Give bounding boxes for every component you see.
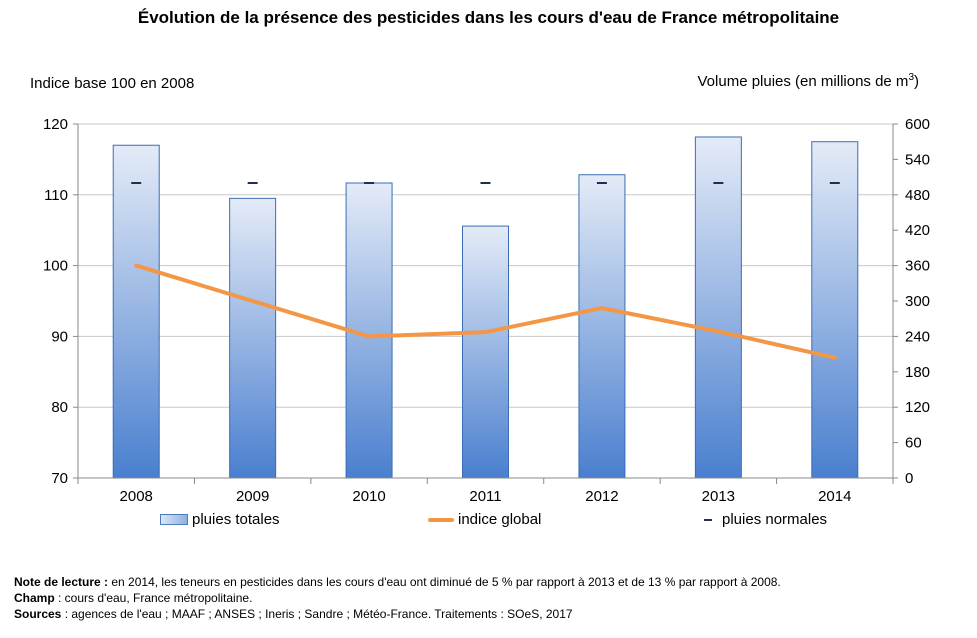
y-axis-right-label-exponent: 3 (908, 72, 914, 83)
x-tick-label: 2008 (120, 488, 153, 505)
chart-svg: 70 80 90 100 110 120 0 60 120 180 240 300 360 420 480 5… (43, 116, 930, 505)
x-tick-label: 2013 (702, 488, 735, 505)
bar-pluies-totales (229, 197, 277, 479)
y-right-tick-label: 120 (905, 399, 930, 416)
legend-item-pluies-totales: pluies totales (160, 511, 280, 528)
note-lecture-label: Note de lecture : (14, 575, 109, 589)
y-axis-left-label: Indice base 100 en 2008 (30, 75, 195, 92)
y-right-tick-label: 480 (905, 187, 930, 204)
chart-title: Évolution de la présence des pesticides … (137, 8, 840, 27)
note-champ-text: : cours d'eau, France métropolitaine. (54, 591, 253, 605)
y-right-tick-label: 600 (905, 116, 930, 133)
legend-bar-swatch (160, 514, 188, 525)
bar-pluies-totales (462, 225, 509, 479)
note-sources-text: : agences de l'eau ; MAAF ; ANSES ; Iner… (61, 607, 573, 621)
y-right-tick-label: 300 (905, 293, 930, 310)
legend-label: pluies totales (192, 511, 280, 528)
legend-label: indice global (458, 511, 542, 528)
y-right-tick-label: 360 (905, 258, 930, 275)
legend-marker-swatch (704, 518, 712, 521)
y-right-tick-label: 60 (905, 435, 922, 452)
note-champ-label: Champ (14, 591, 55, 605)
y-left-tick-label: 100 (43, 258, 68, 275)
x-tick-label: 2011 (469, 488, 501, 505)
y-right-tick-label: 240 (905, 328, 930, 345)
x-tick-label: 2014 (818, 488, 851, 505)
y-left-tick-label: 90 (51, 328, 68, 345)
y-right-tick-label: 0 (905, 470, 913, 487)
legend-item-pluies-normales: pluies normales (700, 511, 827, 528)
y-right-tick-label: 540 (905, 151, 930, 168)
note-champ: Champ : cours d'eau, France métropolitai… (14, 590, 781, 606)
y-right-tick-label: 180 (905, 364, 930, 381)
legend-line-swatch (428, 517, 454, 522)
bar-pluies-totales (694, 136, 742, 479)
y-left-tick-label: 80 (51, 399, 68, 416)
y-left-tick-label: 120 (43, 116, 68, 133)
y-axis-right-label-text: Volume pluies (en millions de m (697, 73, 909, 90)
bar-pluies-totales (578, 174, 626, 479)
y-right-tick-label: 420 (905, 222, 930, 239)
note-lecture-text: en 2014, les teneurs en pesticides dans … (108, 575, 781, 589)
y-left-tick-label: 70 (51, 470, 68, 487)
x-tick-label: 2012 (585, 488, 618, 505)
chart-notes: Note de lecture : en 2014, les teneurs e… (14, 574, 781, 622)
legend-label: pluies normales (722, 511, 828, 528)
y-axis-right-label: Volume pluies (en millions de m3) (698, 72, 920, 90)
note-sources: Sources : agences de l'eau ; MAAF ; ANSE… (14, 606, 781, 622)
x-tick-label: 2010 (352, 488, 385, 505)
note-lecture: Note de lecture : en 2014, les teneurs e… (14, 574, 781, 590)
x-tick-label: 2009 (236, 488, 269, 505)
line-indice-global (134, 263, 837, 360)
bar-pluies-totales (811, 141, 859, 479)
legend-item-indice-global: indice global (428, 511, 541, 528)
note-sources-label: Sources (14, 607, 62, 621)
bar-pluies-totales (112, 144, 160, 479)
y-axis-right-label-close: ) (914, 73, 919, 90)
y-left-tick-label: 110 (44, 187, 68, 204)
